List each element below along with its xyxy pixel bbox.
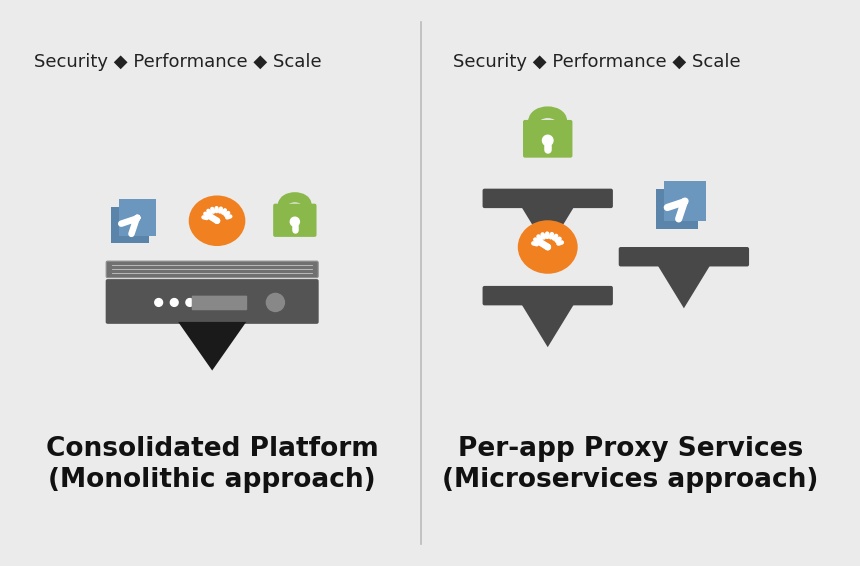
Polygon shape <box>178 322 246 371</box>
Bar <box>111 207 149 243</box>
FancyBboxPatch shape <box>192 295 247 310</box>
Circle shape <box>155 298 163 306</box>
Text: Per-app Proxy Services: Per-app Proxy Services <box>458 436 803 462</box>
Text: Security ◆ Performance ◆ Scale: Security ◆ Performance ◆ Scale <box>34 53 322 71</box>
Bar <box>664 181 706 221</box>
Text: Consolidated Platform: Consolidated Platform <box>46 436 378 462</box>
FancyBboxPatch shape <box>618 247 749 267</box>
Circle shape <box>545 245 550 250</box>
FancyBboxPatch shape <box>106 279 319 324</box>
Text: (Monolithic approach): (Monolithic approach) <box>48 468 376 494</box>
FancyBboxPatch shape <box>482 188 613 208</box>
FancyBboxPatch shape <box>273 204 316 237</box>
Polygon shape <box>521 303 574 347</box>
Text: (Microservices approach): (Microservices approach) <box>442 468 819 494</box>
Circle shape <box>214 218 219 223</box>
Circle shape <box>201 298 209 306</box>
FancyBboxPatch shape <box>523 120 573 158</box>
Ellipse shape <box>518 220 578 274</box>
Circle shape <box>170 298 178 306</box>
Circle shape <box>543 135 553 145</box>
Bar <box>119 199 157 236</box>
Ellipse shape <box>188 195 245 246</box>
Circle shape <box>266 293 286 312</box>
Circle shape <box>291 217 299 226</box>
Circle shape <box>186 298 194 306</box>
Circle shape <box>217 298 224 306</box>
Polygon shape <box>657 264 710 308</box>
Bar <box>656 188 698 229</box>
FancyBboxPatch shape <box>106 261 318 278</box>
Text: Security ◆ Performance ◆ Scale: Security ◆ Performance ◆ Scale <box>452 53 740 71</box>
FancyBboxPatch shape <box>482 286 613 306</box>
Polygon shape <box>521 206 574 250</box>
